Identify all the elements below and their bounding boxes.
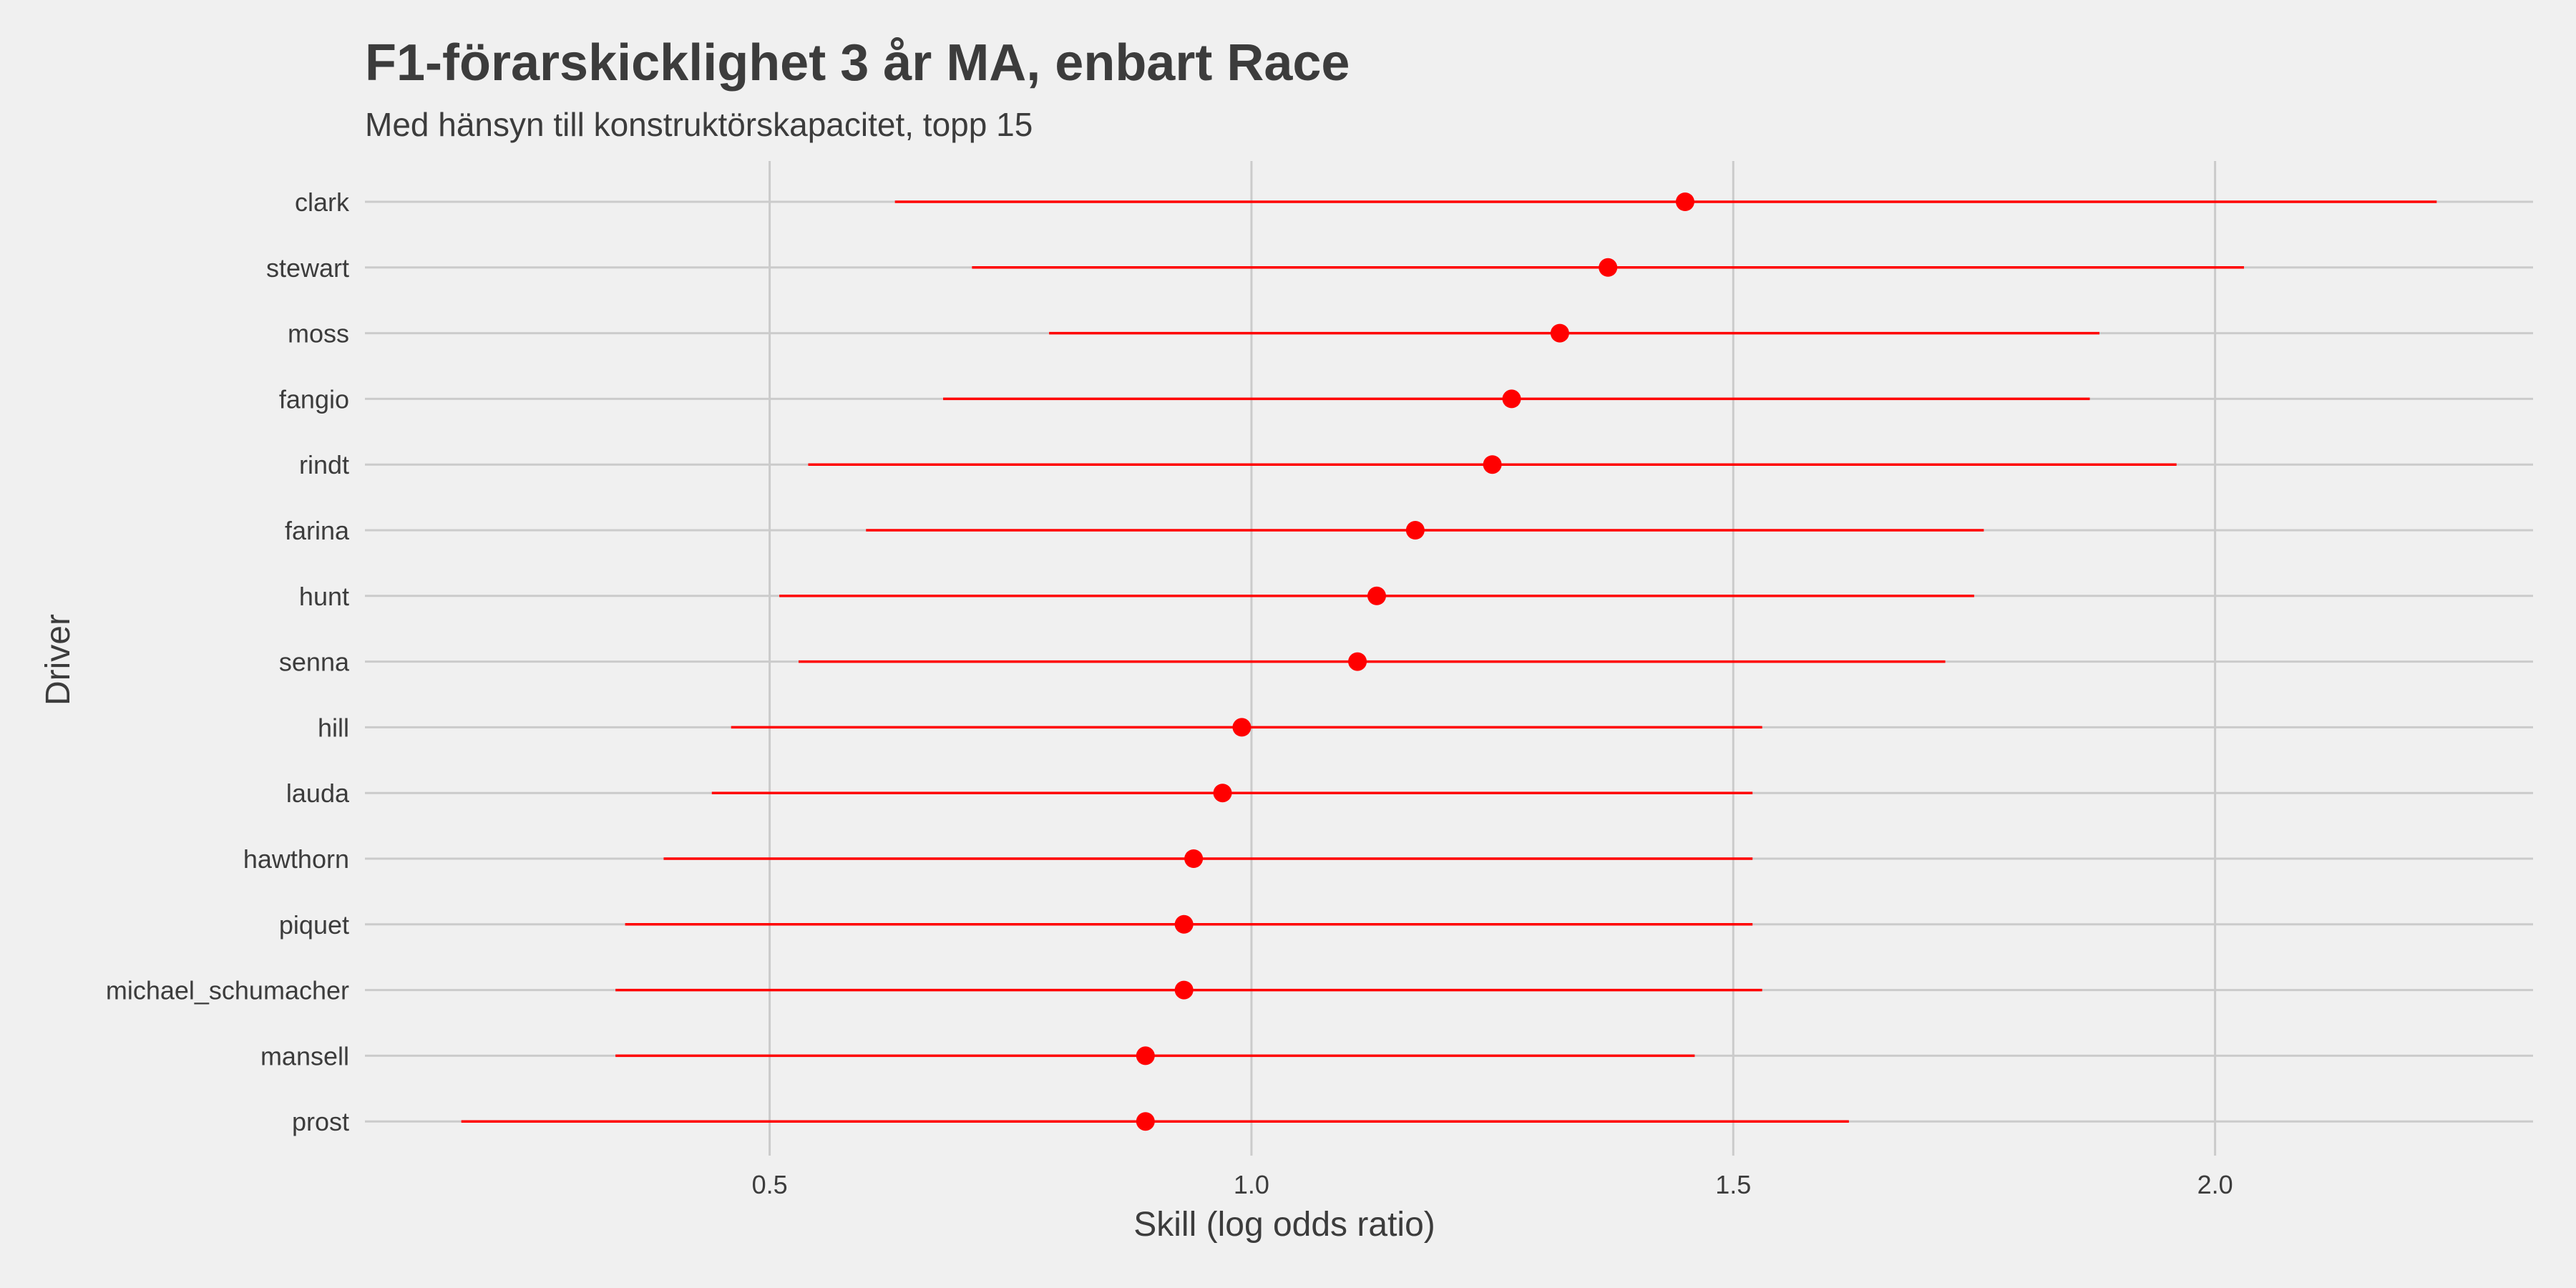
y-tick-label-moss: moss — [288, 319, 349, 348]
y-tick-label-mansell: mansell — [260, 1041, 349, 1070]
y-tick-label-rindt: rindt — [299, 450, 349, 479]
point-michael_schumacher — [1174, 980, 1194, 1000]
point-senna — [1348, 652, 1367, 671]
y-tick-label-hawthorn: hawthorn — [243, 844, 349, 874]
x-axis-title: Skill (log odds ratio) — [1133, 1206, 1435, 1244]
y-tick-label-prost: prost — [292, 1107, 349, 1136]
chart-title: F1-förarskicklighet 3 år MA, enbart Race — [365, 34, 1350, 92]
point-lauda — [1213, 784, 1232, 803]
estimate-points — [1136, 192, 1694, 1131]
point-rindt — [1483, 455, 1502, 474]
point-hawthorn — [1184, 849, 1204, 868]
y-tick-label-lauda: lauda — [286, 779, 350, 808]
y-tick-label-piquet: piquet — [279, 910, 349, 940]
point-moss — [1550, 323, 1569, 343]
y-tick-label-hill: hill — [318, 713, 349, 742]
y-tick-label-farina: farina — [285, 516, 350, 545]
y-tick-label-clark: clark — [295, 187, 350, 217]
y-tick-label-senna: senna — [279, 648, 350, 677]
y-tick-label-michael_schumacher: michael_schumacher — [106, 976, 349, 1005]
point-hill — [1232, 718, 1252, 737]
point-clark — [1675, 192, 1694, 211]
x-tick-label: 0.5 — [752, 1170, 788, 1199]
point-mansell — [1136, 1046, 1155, 1065]
chart-subtitle: Med hänsyn till konstruktörskapacitet, t… — [365, 106, 1033, 143]
y-axis-title: Driver — [39, 614, 77, 706]
y-tick-label-stewart: stewart — [266, 253, 349, 283]
point-hunt — [1367, 586, 1386, 605]
point-prost — [1136, 1112, 1155, 1131]
point-fangio — [1502, 389, 1521, 409]
x-tick-label: 1.0 — [1234, 1170, 1269, 1199]
x-gridlines — [769, 161, 2217, 1156]
y-axis-tick-labels: clark stewart moss fangio rindt farina hunt sen… — [106, 187, 350, 1136]
x-tick-label: 1.5 — [1715, 1170, 1751, 1199]
y-tick-label-hunt: hunt — [299, 582, 349, 611]
point-farina — [1405, 521, 1425, 540]
y-tick-label-fangio: fangio — [279, 384, 349, 414]
point-piquet — [1174, 914, 1194, 934]
point-stewart — [1599, 258, 1618, 277]
x-tick-label: 2.0 — [2197, 1170, 2233, 1199]
x-axis-tick-labels: 0.5 1.0 1.5 2.0 — [752, 1170, 2233, 1199]
